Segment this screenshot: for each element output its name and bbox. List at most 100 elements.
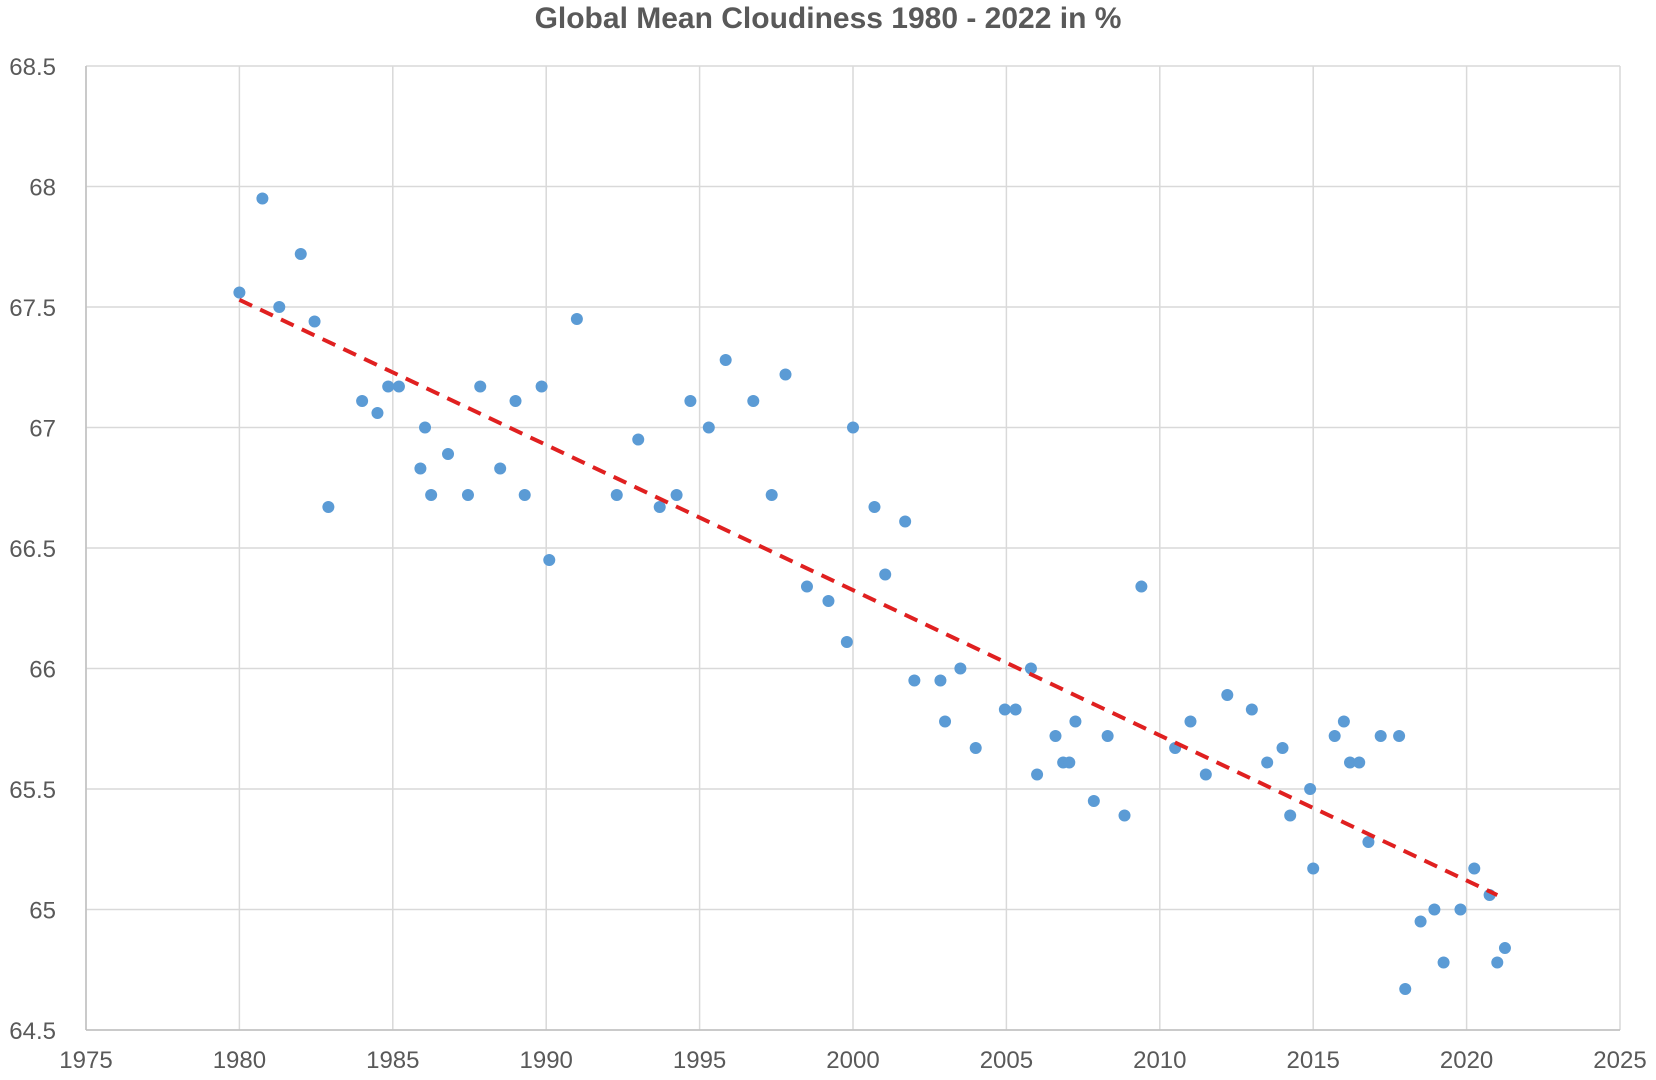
data-point (1184, 715, 1197, 728)
x-tick-label: 2015 (1287, 1047, 1340, 1074)
data-point (610, 488, 623, 501)
data-point (1337, 715, 1350, 728)
data-points (233, 192, 1511, 996)
grid-lines (85, 65, 1621, 1031)
data-point (1328, 729, 1341, 742)
data-point (939, 715, 952, 728)
data-point (1307, 862, 1320, 875)
x-tick-label: 1985 (366, 1047, 419, 1074)
x-tick-label: 2020 (1440, 1047, 1493, 1074)
data-point (442, 448, 455, 461)
data-point (494, 462, 507, 475)
data-point (800, 580, 813, 593)
y-tick-label: 65.5 (9, 777, 56, 804)
data-point (461, 488, 474, 501)
y-tick-label: 68.5 (9, 54, 56, 81)
data-point (273, 301, 286, 313)
data-point (414, 462, 427, 475)
data-point (719, 354, 732, 367)
data-point (535, 380, 548, 393)
data-point (1101, 729, 1114, 742)
y-tick-label: 67 (29, 416, 56, 443)
data-point (1353, 756, 1366, 769)
data-point (1374, 729, 1387, 742)
data-point (322, 501, 335, 514)
y-tick-label: 66.5 (9, 536, 56, 563)
y-tick-label: 64.5 (9, 1018, 56, 1045)
data-point (425, 488, 438, 501)
data-point (1428, 903, 1441, 916)
data-point (653, 501, 666, 514)
axes (85, 66, 1620, 1031)
data-point (1009, 703, 1022, 716)
x-tick-label: 1990 (520, 1047, 573, 1074)
data-point (1199, 768, 1212, 781)
data-point (308, 315, 321, 328)
data-point (1414, 915, 1427, 928)
trendline (238, 297, 1499, 897)
data-point (1491, 956, 1504, 969)
data-point (1393, 729, 1406, 742)
trendline-layer (238, 297, 1499, 897)
data-point (518, 488, 531, 501)
data-point (1284, 809, 1297, 822)
data-point (474, 380, 487, 393)
data-point (670, 488, 683, 501)
data-point (765, 488, 778, 501)
data-point (908, 674, 921, 687)
data-point (1498, 942, 1511, 955)
data-point (1261, 756, 1274, 769)
x-tick-label: 1995 (673, 1047, 726, 1074)
data-point (840, 635, 853, 648)
data-point (1362, 836, 1375, 849)
x-tick-label: 2010 (1133, 1047, 1186, 1074)
data-point (702, 421, 715, 434)
data-point (1221, 689, 1234, 702)
x-axis-tick-labels: 1975 1980 1985 1990 1995 2000 2005 2010 2015 2020… (59, 1047, 1646, 1074)
data-point (1069, 715, 1082, 728)
data-point (570, 313, 583, 326)
data-point (868, 501, 881, 514)
data-point (419, 421, 432, 434)
data-point (356, 394, 369, 407)
y-tick-label: 65 (29, 898, 56, 925)
data-point (392, 380, 405, 393)
data-point (779, 368, 792, 381)
data-point (747, 394, 760, 407)
x-tick-label: 2005 (980, 1047, 1033, 1074)
data-point (1399, 983, 1412, 996)
data-point (371, 407, 384, 420)
x-tick-label: 1980 (213, 1047, 266, 1074)
y-tick-label: 68 (29, 175, 56, 202)
data-point (1245, 703, 1258, 716)
data-point (1031, 768, 1044, 781)
data-point (1024, 662, 1037, 675)
data-point (998, 703, 1011, 716)
data-point (1063, 756, 1076, 769)
y-tick-label: 66 (29, 657, 56, 684)
x-tick-label: 1975 (59, 1047, 112, 1074)
y-axis-tick-labels: 64.5 65 65.5 66 66.5 67 67.5 68 68.5 (9, 54, 56, 1045)
data-point (684, 394, 697, 407)
x-tick-label: 2025 (1593, 1047, 1646, 1074)
data-point (899, 515, 912, 528)
data-point (969, 742, 982, 755)
data-point (1087, 795, 1100, 808)
data-point (1276, 742, 1289, 755)
data-point (1344, 756, 1357, 769)
x-tick-label: 2000 (826, 1047, 879, 1074)
data-point (1437, 956, 1450, 969)
data-point (879, 568, 892, 581)
data-point (954, 662, 967, 675)
chart-title: Global Mean Cloudiness 1980 - 2022 in % (534, 2, 1122, 35)
data-point (632, 433, 645, 446)
y-tick-label: 67.5 (9, 295, 56, 322)
data-point (509, 394, 522, 407)
data-point (1118, 809, 1131, 822)
data-point (1468, 862, 1481, 875)
data-point (1049, 729, 1062, 742)
data-point (233, 286, 246, 299)
data-point (543, 554, 556, 567)
data-point (934, 674, 947, 687)
